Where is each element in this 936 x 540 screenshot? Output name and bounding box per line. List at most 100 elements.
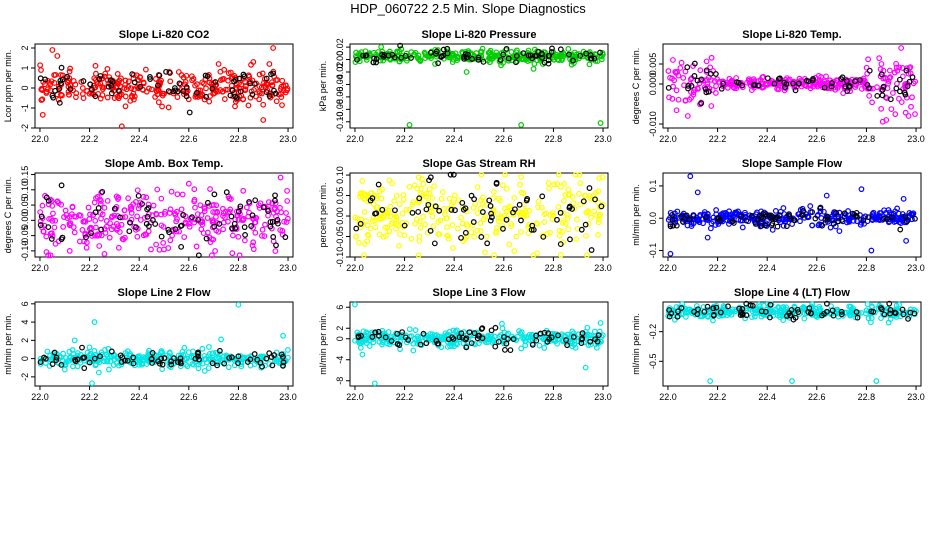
reference-point (180, 212, 186, 218)
reference-point (81, 354, 88, 361)
reference-point (879, 92, 886, 99)
data-point (174, 216, 180, 222)
data-point (415, 252, 422, 259)
reference-point (680, 218, 686, 225)
reference-point (520, 50, 527, 57)
data-point (272, 248, 279, 254)
reference-point (588, 55, 595, 62)
reference-point (784, 313, 790, 319)
data-point (797, 218, 803, 225)
reference-point (57, 80, 64, 87)
data-point (573, 236, 580, 243)
data-point (595, 231, 601, 238)
x-tick-label: 22.6 (808, 392, 826, 402)
data-point (411, 182, 418, 189)
data-point (245, 102, 252, 109)
reference-point (710, 312, 717, 319)
data-point (559, 228, 566, 235)
data-point-outlier (903, 237, 910, 244)
data-point (229, 232, 236, 239)
data-point (256, 96, 263, 103)
data-point (505, 57, 512, 64)
data-point (215, 228, 222, 235)
x-tick-label: 22.6 (808, 263, 826, 273)
reference-point (129, 71, 136, 78)
data-point (451, 192, 458, 199)
reference-point (270, 234, 277, 240)
reference-point (126, 228, 133, 235)
reference-point (768, 222, 775, 229)
reference-point (524, 195, 531, 202)
reference-point (159, 361, 166, 368)
data-point (816, 305, 823, 312)
reference-point (148, 356, 155, 363)
data-point (814, 83, 821, 90)
reference-point (479, 209, 486, 215)
data-point (887, 316, 894, 322)
reference-point (267, 223, 274, 230)
reference-point (487, 203, 494, 209)
reference-point (907, 309, 914, 316)
data-point (585, 220, 592, 227)
data-point (687, 76, 694, 83)
data-point (478, 48, 485, 55)
reference-point (544, 338, 551, 345)
data-point (772, 306, 779, 313)
data-point-outlier (218, 336, 224, 343)
reference-point (694, 311, 701, 317)
x-tick-label: 23.0 (594, 263, 612, 273)
data-point (66, 214, 73, 220)
reference-point (817, 204, 824, 211)
data-point (174, 94, 181, 101)
y-axis-label: ml/min per min. (318, 313, 328, 375)
data-point (435, 219, 442, 225)
data-point (688, 94, 695, 101)
data-point (669, 75, 675, 82)
reference-point (80, 78, 87, 84)
reference-point (263, 75, 270, 82)
reference-point (175, 359, 181, 365)
y-tick-label: 0.10 (335, 166, 345, 184)
data-point (672, 69, 679, 75)
data-point (907, 64, 914, 71)
data-point (177, 87, 184, 93)
reference-point (373, 56, 380, 62)
reference-point (674, 308, 681, 315)
reference-point (725, 303, 731, 310)
data-point (79, 226, 86, 233)
reference-point (357, 220, 364, 227)
y-tick-label: -0.5 (648, 354, 658, 370)
series-points (665, 173, 918, 257)
data-point (695, 85, 701, 92)
data-point (533, 220, 540, 227)
reference-point (730, 220, 737, 226)
reference-point (678, 213, 684, 220)
reference-point (92, 93, 99, 100)
data-point (189, 354, 195, 361)
reference-point (715, 215, 722, 222)
data-point (102, 70, 109, 77)
data-point (834, 85, 841, 91)
y-tick-label: -0.2 (648, 324, 658, 340)
reference-point (854, 314, 861, 321)
reference-point (240, 71, 247, 78)
data-point (541, 335, 547, 341)
data-point (707, 64, 714, 71)
reference-point (743, 300, 750, 307)
data-point (140, 80, 147, 87)
data-point (95, 369, 102, 376)
data-point (94, 232, 101, 239)
data-point (425, 199, 431, 206)
reference-point (829, 80, 835, 87)
reference-point (766, 212, 772, 219)
data-point (449, 222, 456, 228)
reference-point (254, 356, 261, 363)
data-point (161, 90, 167, 97)
reference-point (762, 308, 769, 315)
data-point (142, 231, 149, 238)
data-point (897, 216, 904, 223)
data-point (516, 328, 522, 334)
data-point (499, 222, 506, 229)
data-point (137, 217, 144, 223)
data-point (191, 198, 198, 205)
